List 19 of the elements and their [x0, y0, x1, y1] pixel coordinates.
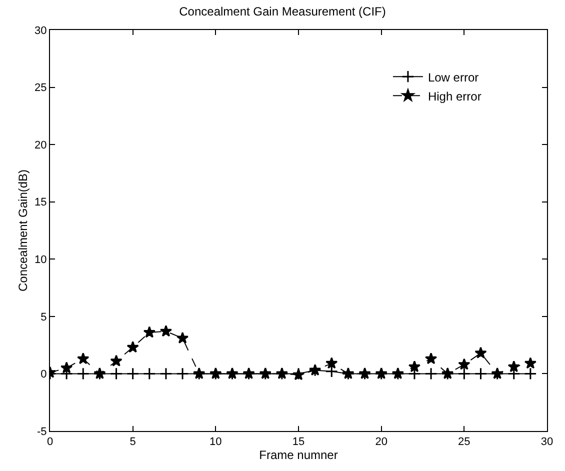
x-tick-label: 5: [130, 436, 136, 448]
x-tick-label: 20: [375, 436, 388, 448]
y-tick-label: 15: [34, 196, 47, 209]
y-tick-label: 0: [40, 368, 47, 381]
y-axis-title: Concealment Gain(dB): [16, 169, 30, 292]
y-tick-label: 30: [34, 24, 47, 37]
y-tick-label: 10: [34, 254, 47, 266]
legend-label: High error: [428, 89, 482, 104]
x-tick-label: 30: [540, 436, 554, 448]
y-tick-label: 5: [40, 311, 47, 324]
legend-label: Low error: [428, 70, 479, 84]
y-tick-label: -5: [37, 426, 47, 438]
y-tick-label: 25: [34, 82, 47, 94]
chart-title: Concealment Gain Measurement (CIF): [179, 4, 386, 18]
y-tick-label: 20: [34, 139, 47, 152]
x-tick-label: 10: [210, 436, 222, 448]
x-axis-title: Frame numner: [259, 448, 338, 462]
x-tick-label: 25: [458, 436, 470, 448]
x-tick-label: 15: [292, 436, 305, 448]
